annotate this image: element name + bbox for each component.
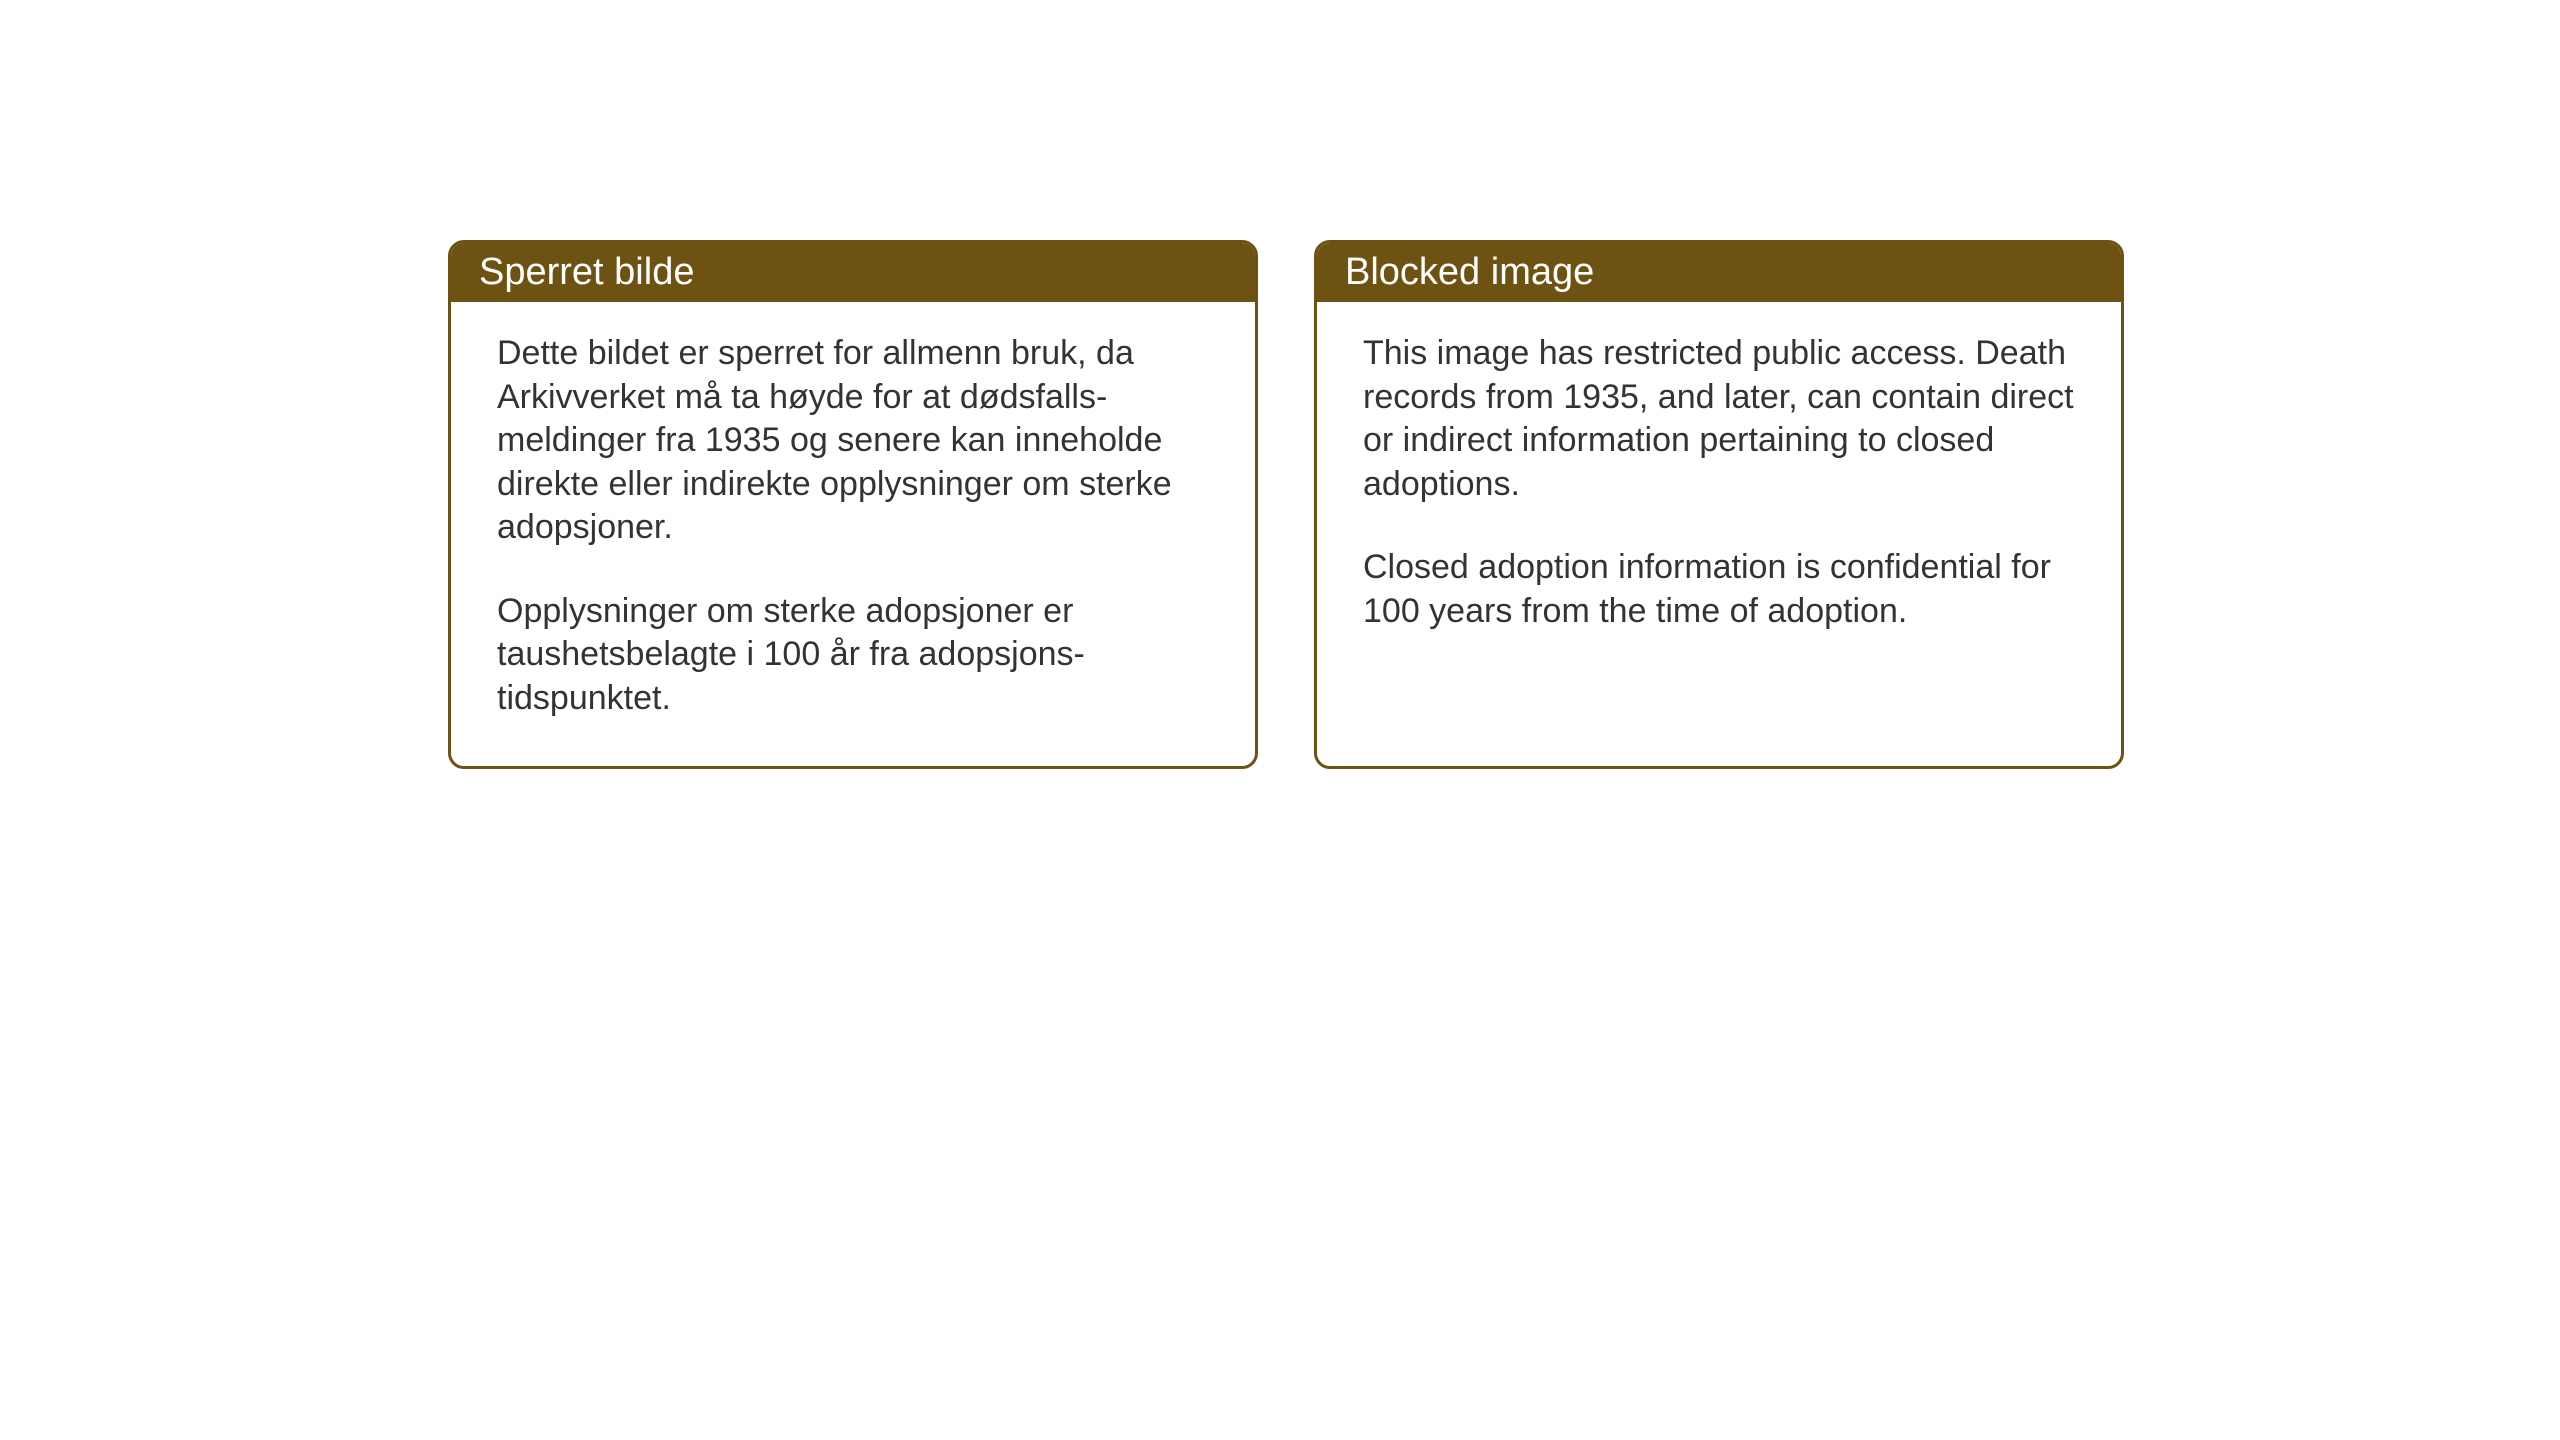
notice-paragraph-2-english: Closed adoption information is confident… — [1363, 546, 2075, 633]
notice-paragraph-2-norwegian: Opplysninger om sterke adopsjoner er tau… — [497, 590, 1209, 721]
notice-body-english: This image has restricted public access.… — [1317, 302, 2121, 679]
notice-header-english: Blocked image — [1317, 243, 2121, 302]
notice-title-norwegian: Sperret bilde — [479, 251, 694, 293]
notice-container: Sperret bilde Dette bildet er sperret fo… — [448, 240, 2124, 769]
notice-body-norwegian: Dette bildet er sperret for allmenn bruk… — [451, 302, 1255, 766]
notice-box-english: Blocked image This image has restricted … — [1314, 240, 2124, 769]
notice-paragraph-1-english: This image has restricted public access.… — [1363, 332, 2075, 506]
notice-box-norwegian: Sperret bilde Dette bildet er sperret fo… — [448, 240, 1258, 769]
notice-title-english: Blocked image — [1345, 251, 1594, 293]
notice-paragraph-1-norwegian: Dette bildet er sperret for allmenn bruk… — [497, 332, 1209, 550]
notice-header-norwegian: Sperret bilde — [451, 243, 1255, 302]
